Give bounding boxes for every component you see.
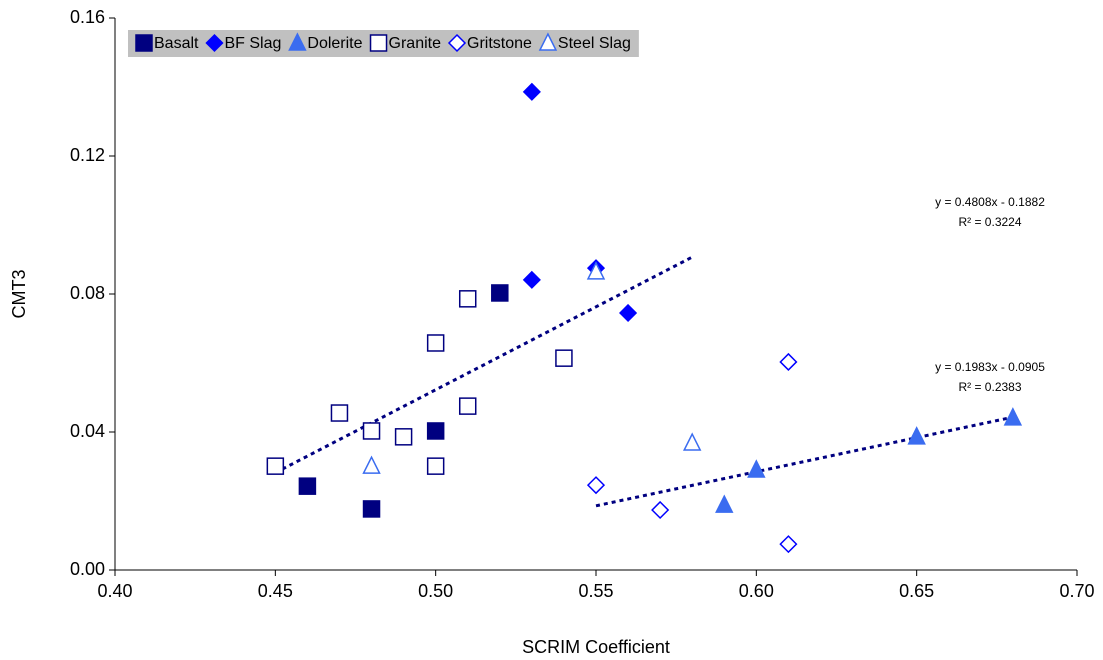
x-tick-label: 0.50 — [418, 581, 453, 601]
legend-label: BF Slag — [224, 35, 281, 52]
point — [779, 352, 798, 372]
trendline-r2: R² = 0.3224 — [958, 215, 1021, 229]
point — [651, 500, 670, 520]
point — [907, 426, 926, 445]
point — [586, 261, 606, 280]
legend-marker — [135, 34, 153, 52]
x-axis-title: SCRIM Coefficient — [522, 637, 670, 657]
point — [522, 270, 541, 289]
legend-label: Granite — [389, 35, 442, 52]
legend: Basalt BF Slag Dolerite Granite Gritstone Ste… — [128, 30, 639, 57]
y-axis-title: CMT3 — [9, 270, 29, 319]
legend-label: Dolerite — [307, 35, 362, 52]
point — [458, 290, 477, 308]
point — [426, 334, 445, 352]
point — [458, 397, 477, 415]
point — [362, 455, 381, 474]
x-tick-label: 0.55 — [578, 581, 613, 601]
point — [394, 428, 413, 446]
point — [362, 500, 381, 518]
point — [522, 82, 541, 101]
legend-marker — [288, 32, 307, 51]
trendline-equation: y = 0.1983x - 0.0905 — [935, 360, 1045, 374]
legend-label: Basalt — [154, 35, 199, 52]
y-tick-label: 0.04 — [70, 421, 105, 441]
point — [491, 284, 509, 302]
point — [779, 535, 798, 554]
legend-marker — [538, 32, 558, 51]
point — [426, 422, 445, 440]
point — [715, 494, 734, 513]
x-tick-label: 0.40 — [97, 581, 132, 601]
point — [330, 404, 349, 422]
x-tick-label: 0.70 — [1059, 581, 1094, 601]
trendline-r2: R² = 0.2383 — [958, 380, 1021, 394]
legend-marker — [447, 33, 467, 53]
x-tick-label: 0.45 — [258, 581, 293, 601]
y-tick-label: 0.16 — [70, 7, 105, 27]
point — [555, 349, 573, 367]
y-tick-label: 0.08 — [70, 283, 105, 303]
point — [619, 303, 638, 323]
y-tick-label: 0.00 — [70, 559, 105, 579]
x-tick-label: 0.60 — [739, 581, 774, 601]
legend-label: Gritstone — [467, 35, 532, 52]
legend-marker — [205, 33, 224, 53]
point — [266, 457, 285, 475]
legend-marker — [369, 34, 388, 52]
trendline — [595, 415, 1014, 508]
point — [1003, 407, 1023, 426]
point — [362, 422, 381, 440]
x-tick-label: 0.65 — [899, 581, 934, 601]
point — [426, 457, 445, 475]
point — [586, 476, 606, 495]
point — [682, 432, 702, 451]
y-tick-label: 0.12 — [70, 145, 105, 165]
trendline-equation: y = 0.4808x - 0.1882 — [935, 195, 1045, 209]
point — [298, 477, 317, 495]
trendline — [274, 255, 693, 475]
legend-label: Steel Slag — [558, 35, 631, 52]
point — [747, 459, 766, 478]
